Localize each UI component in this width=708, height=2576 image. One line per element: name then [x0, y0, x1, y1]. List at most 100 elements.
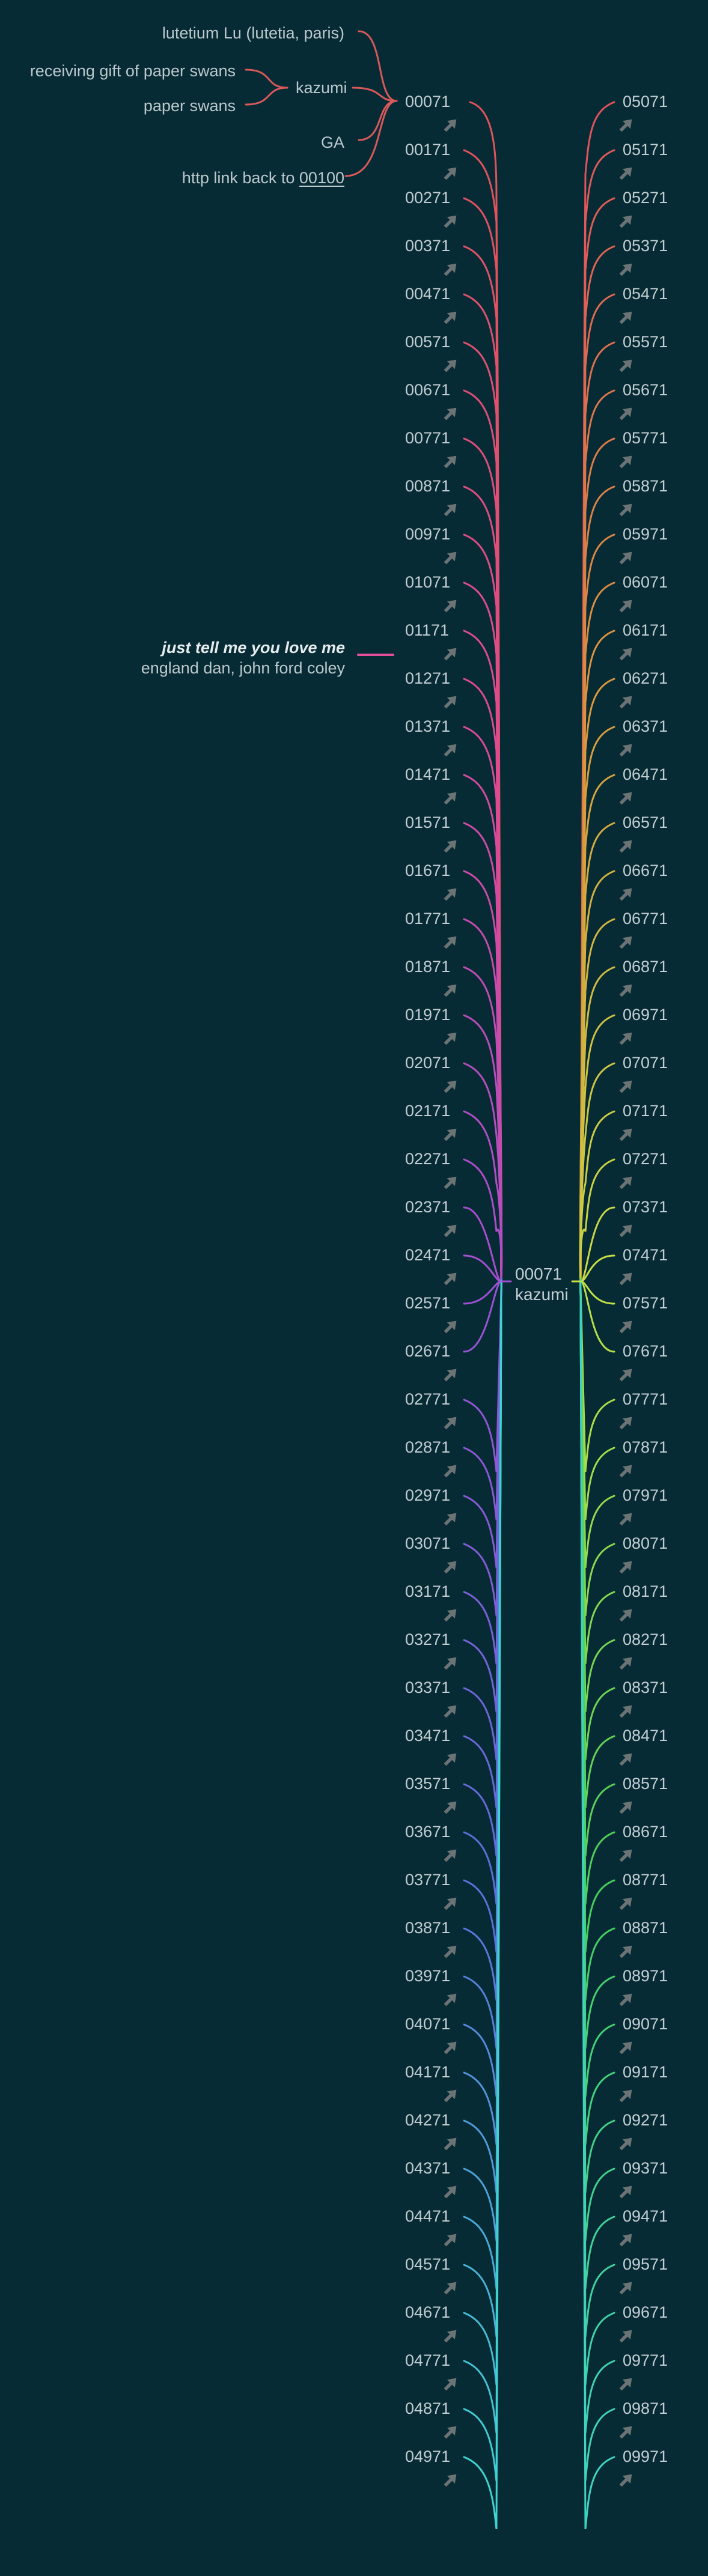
node-00271[interactable]: 00271: [405, 189, 451, 207]
arrow-up-right-icon[interactable]: [442, 1608, 458, 1623]
node-00571[interactable]: 00571: [405, 333, 451, 351]
arrow-up-right-icon[interactable]: [618, 1367, 633, 1383]
node-07371[interactable]: 07371: [623, 1198, 668, 1216]
arrow-up-right-icon[interactable]: [618, 598, 633, 614]
node-04771[interactable]: 04771: [405, 2351, 451, 2369]
arrow-up-right-icon[interactable]: [618, 1175, 633, 1191]
arrow-up-right-icon[interactable]: [618, 2377, 633, 2392]
node-03171[interactable]: 03171: [405, 1582, 451, 1600]
node-03971[interactable]: 03971: [405, 1967, 451, 1985]
arrow-up-right-icon[interactable]: [442, 1127, 458, 1143]
arrow-up-right-icon[interactable]: [618, 1608, 633, 1623]
node-01971[interactable]: 01971: [405, 1006, 451, 1024]
arrow-up-right-icon[interactable]: [618, 1319, 633, 1335]
node-09471[interactable]: 09471: [623, 2207, 668, 2225]
arrow-up-right-icon[interactable]: [618, 1944, 633, 1960]
node-07271[interactable]: 07271: [623, 1150, 668, 1168]
arrow-up-right-icon[interactable]: [442, 406, 458, 422]
arrow-up-right-icon[interactable]: [618, 2040, 633, 2056]
arrow-up-right-icon[interactable]: [442, 2088, 458, 2104]
node-07171[interactable]: 07171: [623, 1102, 668, 1120]
arrow-up-right-icon[interactable]: [442, 2232, 458, 2248]
arrow-up-right-icon[interactable]: [618, 2280, 633, 2296]
arrow-up-right-icon[interactable]: [442, 454, 458, 470]
node-06771[interactable]: 06771: [623, 910, 668, 928]
node-03571[interactable]: 03571: [405, 1775, 451, 1793]
arrow-up-right-icon[interactable]: [618, 1896, 633, 1912]
arrow-up-right-icon[interactable]: [442, 1175, 458, 1191]
arrow-up-right-icon[interactable]: [618, 1848, 633, 1864]
node-06071[interactable]: 06071: [623, 573, 668, 591]
node-02071[interactable]: 02071: [405, 1054, 451, 1072]
node-03671[interactable]: 03671: [405, 1823, 451, 1841]
node-08671[interactable]: 08671: [623, 1823, 668, 1841]
node-05771[interactable]: 05771: [623, 429, 668, 447]
node-03771[interactable]: 03771: [405, 1871, 451, 1889]
arrow-up-right-icon[interactable]: [618, 1800, 633, 1815]
arrow-up-right-icon[interactable]: [442, 1223, 458, 1239]
arrow-up-right-icon[interactable]: [442, 2184, 458, 2200]
node-08771[interactable]: 08771: [623, 1871, 668, 1889]
node-05471[interactable]: 05471: [623, 285, 668, 303]
arrow-up-right-icon[interactable]: [442, 1944, 458, 1960]
arrow-up-right-icon[interactable]: [442, 1752, 458, 1767]
node-09571[interactable]: 09571: [623, 2255, 668, 2273]
arrow-up-right-icon[interactable]: [618, 550, 633, 566]
node-00071[interactable]: 00071: [405, 93, 451, 111]
arrow-up-right-icon[interactable]: [442, 1511, 458, 1527]
arrow-up-right-icon[interactable]: [442, 887, 458, 902]
arrow-up-right-icon[interactable]: [442, 1079, 458, 1095]
node-05971[interactable]: 05971: [623, 525, 668, 543]
node-04271[interactable]: 04271: [405, 2111, 451, 2129]
arrow-up-right-icon[interactable]: [618, 1223, 633, 1239]
node-08971[interactable]: 08971: [623, 1967, 668, 1985]
node-02171[interactable]: 02171: [405, 1102, 451, 1120]
node-02371[interactable]: 02371: [405, 1198, 451, 1216]
arrow-up-right-icon[interactable]: [442, 502, 458, 518]
arrow-up-right-icon[interactable]: [442, 262, 458, 278]
node-01371[interactable]: 01371: [405, 717, 451, 735]
node-08471[interactable]: 08471: [623, 1727, 668, 1745]
node-06671[interactable]: 06671: [623, 861, 668, 879]
node-01571[interactable]: 01571: [405, 813, 451, 831]
node-00871[interactable]: 00871: [405, 477, 451, 495]
node-06171[interactable]: 06171: [623, 621, 668, 639]
arrow-up-right-icon[interactable]: [618, 1752, 633, 1767]
node-02571[interactable]: 02571: [405, 1294, 451, 1312]
arrow-up-right-icon[interactable]: [618, 743, 633, 758]
node-04971[interactable]: 04971: [405, 2447, 451, 2465]
arrow-up-right-icon[interactable]: [442, 1560, 458, 1575]
arrow-up-right-icon[interactable]: [618, 646, 633, 662]
arrow-up-right-icon[interactable]: [442, 1271, 458, 1287]
arrow-up-right-icon[interactable]: [442, 2280, 458, 2296]
node-02271[interactable]: 02271: [405, 1150, 451, 1168]
link-target-00100[interactable]: 00100: [299, 169, 344, 187]
arrow-up-right-icon[interactable]: [442, 1992, 458, 2008]
node-08171[interactable]: 08171: [623, 1582, 668, 1600]
node-03271[interactable]: 03271: [405, 1630, 451, 1648]
arrow-up-right-icon[interactable]: [442, 1367, 458, 1383]
arrow-up-right-icon[interactable]: [618, 310, 633, 326]
node-06871[interactable]: 06871: [623, 958, 668, 976]
arrow-up-right-icon[interactable]: [618, 2184, 633, 2200]
node-02471[interactable]: 02471: [405, 1246, 451, 1264]
node-09171[interactable]: 09171: [623, 2063, 668, 2081]
arrow-up-right-icon[interactable]: [442, 1896, 458, 1912]
node-07471[interactable]: 07471: [623, 1246, 668, 1264]
node-04571[interactable]: 04571: [405, 2255, 451, 2273]
arrow-up-right-icon[interactable]: [618, 406, 633, 422]
arrow-up-right-icon[interactable]: [442, 2425, 458, 2440]
arrow-up-right-icon[interactable]: [442, 1031, 458, 1046]
node-05871[interactable]: 05871: [623, 477, 668, 495]
arrow-up-right-icon[interactable]: [618, 1031, 633, 1046]
node-00771[interactable]: 00771: [405, 429, 451, 447]
arrow-up-right-icon[interactable]: [442, 1656, 458, 1671]
node-01171[interactable]: 01171: [405, 621, 450, 639]
arrow-up-right-icon[interactable]: [618, 358, 633, 374]
node-09671[interactable]: 09671: [623, 2303, 668, 2321]
arrow-up-right-icon[interactable]: [618, 454, 633, 470]
node-02971[interactable]: 02971: [405, 1486, 451, 1504]
arrow-up-right-icon[interactable]: [442, 550, 458, 566]
node-09071[interactable]: 09071: [623, 2015, 668, 2033]
node-02671[interactable]: 02671: [405, 1342, 451, 1360]
